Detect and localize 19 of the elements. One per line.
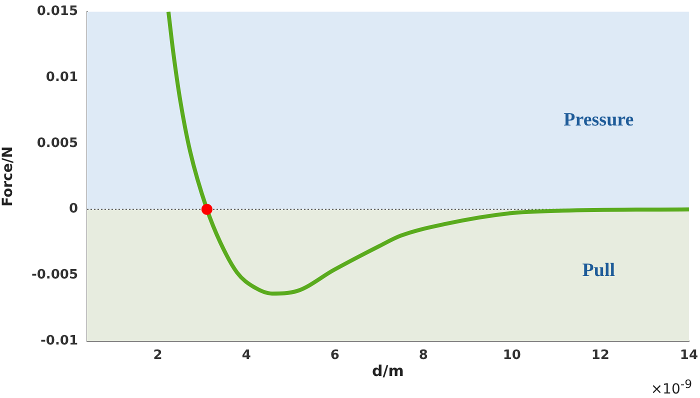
line-series bbox=[166, 10, 691, 296]
y-tick-label: 0.01 bbox=[46, 70, 78, 86]
x-tick-label: 14 bbox=[680, 348, 698, 364]
x-axis-title: d/m bbox=[372, 362, 404, 380]
text: ×10$^{-9}$ bbox=[650, 377, 692, 398]
y-tick-label: -0.005 bbox=[31, 268, 78, 283]
y-tick-label: 0 bbox=[68, 202, 78, 217]
x-tick-label: 12 bbox=[591, 348, 610, 364]
band-label: Pressure bbox=[564, 109, 634, 130]
y-axis-title: Force/N bbox=[0, 146, 16, 206]
x-tick-label: 8 bbox=[418, 348, 428, 364]
x-tick-label: 6 bbox=[330, 348, 340, 364]
x-tick-label: 2 bbox=[153, 348, 162, 364]
y-tick-label: 0.005 bbox=[36, 136, 78, 151]
band-label: Pull bbox=[582, 260, 616, 282]
y-tick-label: 0.015 bbox=[36, 4, 78, 20]
y-tick-label: -0.01 bbox=[40, 333, 78, 348]
x-tick-label: 4 bbox=[242, 348, 251, 364]
x-tick-label: 10 bbox=[502, 348, 521, 364]
